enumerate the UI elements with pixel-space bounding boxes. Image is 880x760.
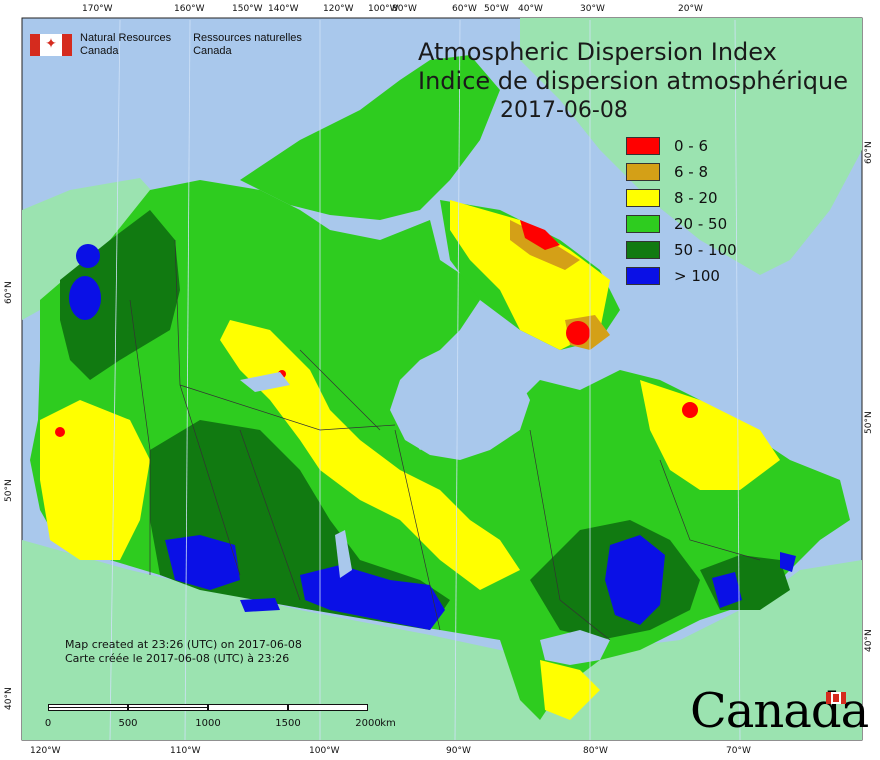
graticule-label: 170°W <box>82 4 113 14</box>
graticule-label: 40°N <box>864 629 874 652</box>
legend-item: 20 - 50 <box>626 211 737 237</box>
central-yellow-zone <box>220 320 520 590</box>
legend-label: 20 - 50 <box>674 215 728 233</box>
lake-winnipeg <box>335 530 352 578</box>
great-slave-lake <box>240 372 290 392</box>
hudson-bay <box>390 340 530 460</box>
legend-label: 50 - 100 <box>674 241 737 259</box>
graticule-label: 70°W <box>726 746 751 756</box>
graticule-label: 50°N <box>864 411 874 434</box>
graticule-label: 150°W <box>232 4 263 14</box>
ontario-south-yellow <box>540 660 600 720</box>
greenland-land <box>520 18 862 275</box>
title-english: Atmospheric Dispersion Index <box>418 38 777 66</box>
agency-name-en: Natural Resources Canada <box>80 32 171 58</box>
legend-label: > 100 <box>674 267 720 285</box>
graticule-lines <box>109 19 741 741</box>
graticule-label: 110°W <box>170 746 201 756</box>
graticule-label: 60°N <box>864 141 874 164</box>
usa-land <box>22 540 862 740</box>
legend-item: 8 - 20 <box>626 185 737 211</box>
graticule-label: 100°W <box>368 4 399 14</box>
graticule-label: 20°W <box>678 4 703 14</box>
legend-label: 6 - 8 <box>674 163 709 181</box>
scale-segment <box>208 704 288 711</box>
agency-name-fr: Ressources naturelles Canada <box>193 32 302 58</box>
graticule-label: 160°W <box>174 4 205 14</box>
scale-tick-label: 1000 <box>195 718 221 729</box>
prairie-blue-1 <box>165 535 240 590</box>
graticule-label: 50°W <box>484 4 509 14</box>
legend-item: > 100 <box>626 263 737 289</box>
legend: 0 - 6 6 - 8 8 - 20 20 - 50 50 - 100 > 100 <box>626 133 737 289</box>
arctic-islands <box>240 55 500 220</box>
graticule-label: 140°W <box>268 4 299 14</box>
scale-bar: 0 500 1000 1500 2000 km <box>40 704 396 734</box>
yukon-blue-1 <box>76 244 100 268</box>
legend-label: 8 - 20 <box>674 189 718 207</box>
graticule-label: 80°W <box>583 746 608 756</box>
footnote: Map created at 23:26 (UTC) on 2017-06-08… <box>65 638 302 666</box>
prairie-blue-3 <box>240 598 280 612</box>
agency-en-line1: Natural Resources <box>80 32 172 44</box>
scale-tick-label: 1500 <box>275 718 301 729</box>
graticule-label: 60°N <box>4 281 14 304</box>
bc-red-spot <box>55 427 65 437</box>
baffin-red <box>520 220 560 250</box>
agency-signature: ✦ Natural Resources Canada Ressources na… <box>30 32 302 58</box>
legend-swatch <box>626 163 660 181</box>
legend-swatch <box>626 267 660 285</box>
footnote-en: Map created at 23:26 (UTC) on 2017-06-08 <box>65 638 302 651</box>
labrador-red-spot <box>682 402 698 418</box>
scale-tick-label: 0 <box>44 718 52 729</box>
graticule-label: 80°W <box>392 4 417 14</box>
graticule-label: 40°W <box>518 4 543 14</box>
legend-item: 50 - 100 <box>626 237 737 263</box>
title-date: 2017-06-08 <box>500 98 628 123</box>
footnote-fr: Carte créée le 2017-06-08 (UTC) à 23:26 <box>65 652 290 665</box>
legend-item: 0 - 6 <box>626 133 737 159</box>
graticule-label: 120°W <box>323 4 354 14</box>
legend-swatch <box>626 137 660 155</box>
scale-tick-label: 2000 <box>355 718 381 729</box>
labrador-yellow-zone <box>640 380 780 490</box>
legend-swatch <box>626 189 660 207</box>
scale-segment-line <box>48 704 208 708</box>
legend-swatch <box>626 241 660 259</box>
wordmark-flag-icon <box>826 692 846 704</box>
scale-unit: km <box>380 718 396 729</box>
maritime-blue <box>712 572 742 608</box>
bc-yellow-zone <box>40 400 150 560</box>
yukon-blue-2 <box>69 276 101 320</box>
agency-en-line2: Canada <box>80 45 119 57</box>
graticule-label: 50°N <box>4 479 14 502</box>
graticule-label: 60°W <box>452 4 477 14</box>
graticule-label: 120°W <box>30 746 61 756</box>
nfld-blue <box>780 552 796 572</box>
baffin-red-spot <box>566 321 590 345</box>
agency-fr-line2: Canada <box>193 45 232 57</box>
west-dark-zone <box>60 210 180 380</box>
canada-flag-icon: ✦ <box>30 34 72 56</box>
graticule-label: 40°N <box>4 687 14 710</box>
agency-fr-line1: Ressources naturelles <box>193 32 302 44</box>
legend-item: 6 - 8 <box>626 159 737 185</box>
legend-swatch <box>626 215 660 233</box>
scale-segment <box>288 704 368 711</box>
graticule-label: 100°W <box>309 746 340 756</box>
graticule-label: 90°W <box>446 746 471 756</box>
legend-label: 0 - 6 <box>674 137 709 155</box>
quebec-blue <box>605 535 665 625</box>
baffin-yellow-zone <box>450 200 610 350</box>
great-lakes <box>540 630 610 665</box>
prairie-blue-2 <box>300 565 445 630</box>
title-french: Indice de dispersion atmosphérique <box>418 67 849 95</box>
scale-tick-label: 500 <box>118 718 138 729</box>
map-title: Atmospheric Dispersion Index Indice de d… <box>418 38 848 126</box>
province-borders <box>129 239 761 641</box>
graticule-label: 30°W <box>580 4 605 14</box>
